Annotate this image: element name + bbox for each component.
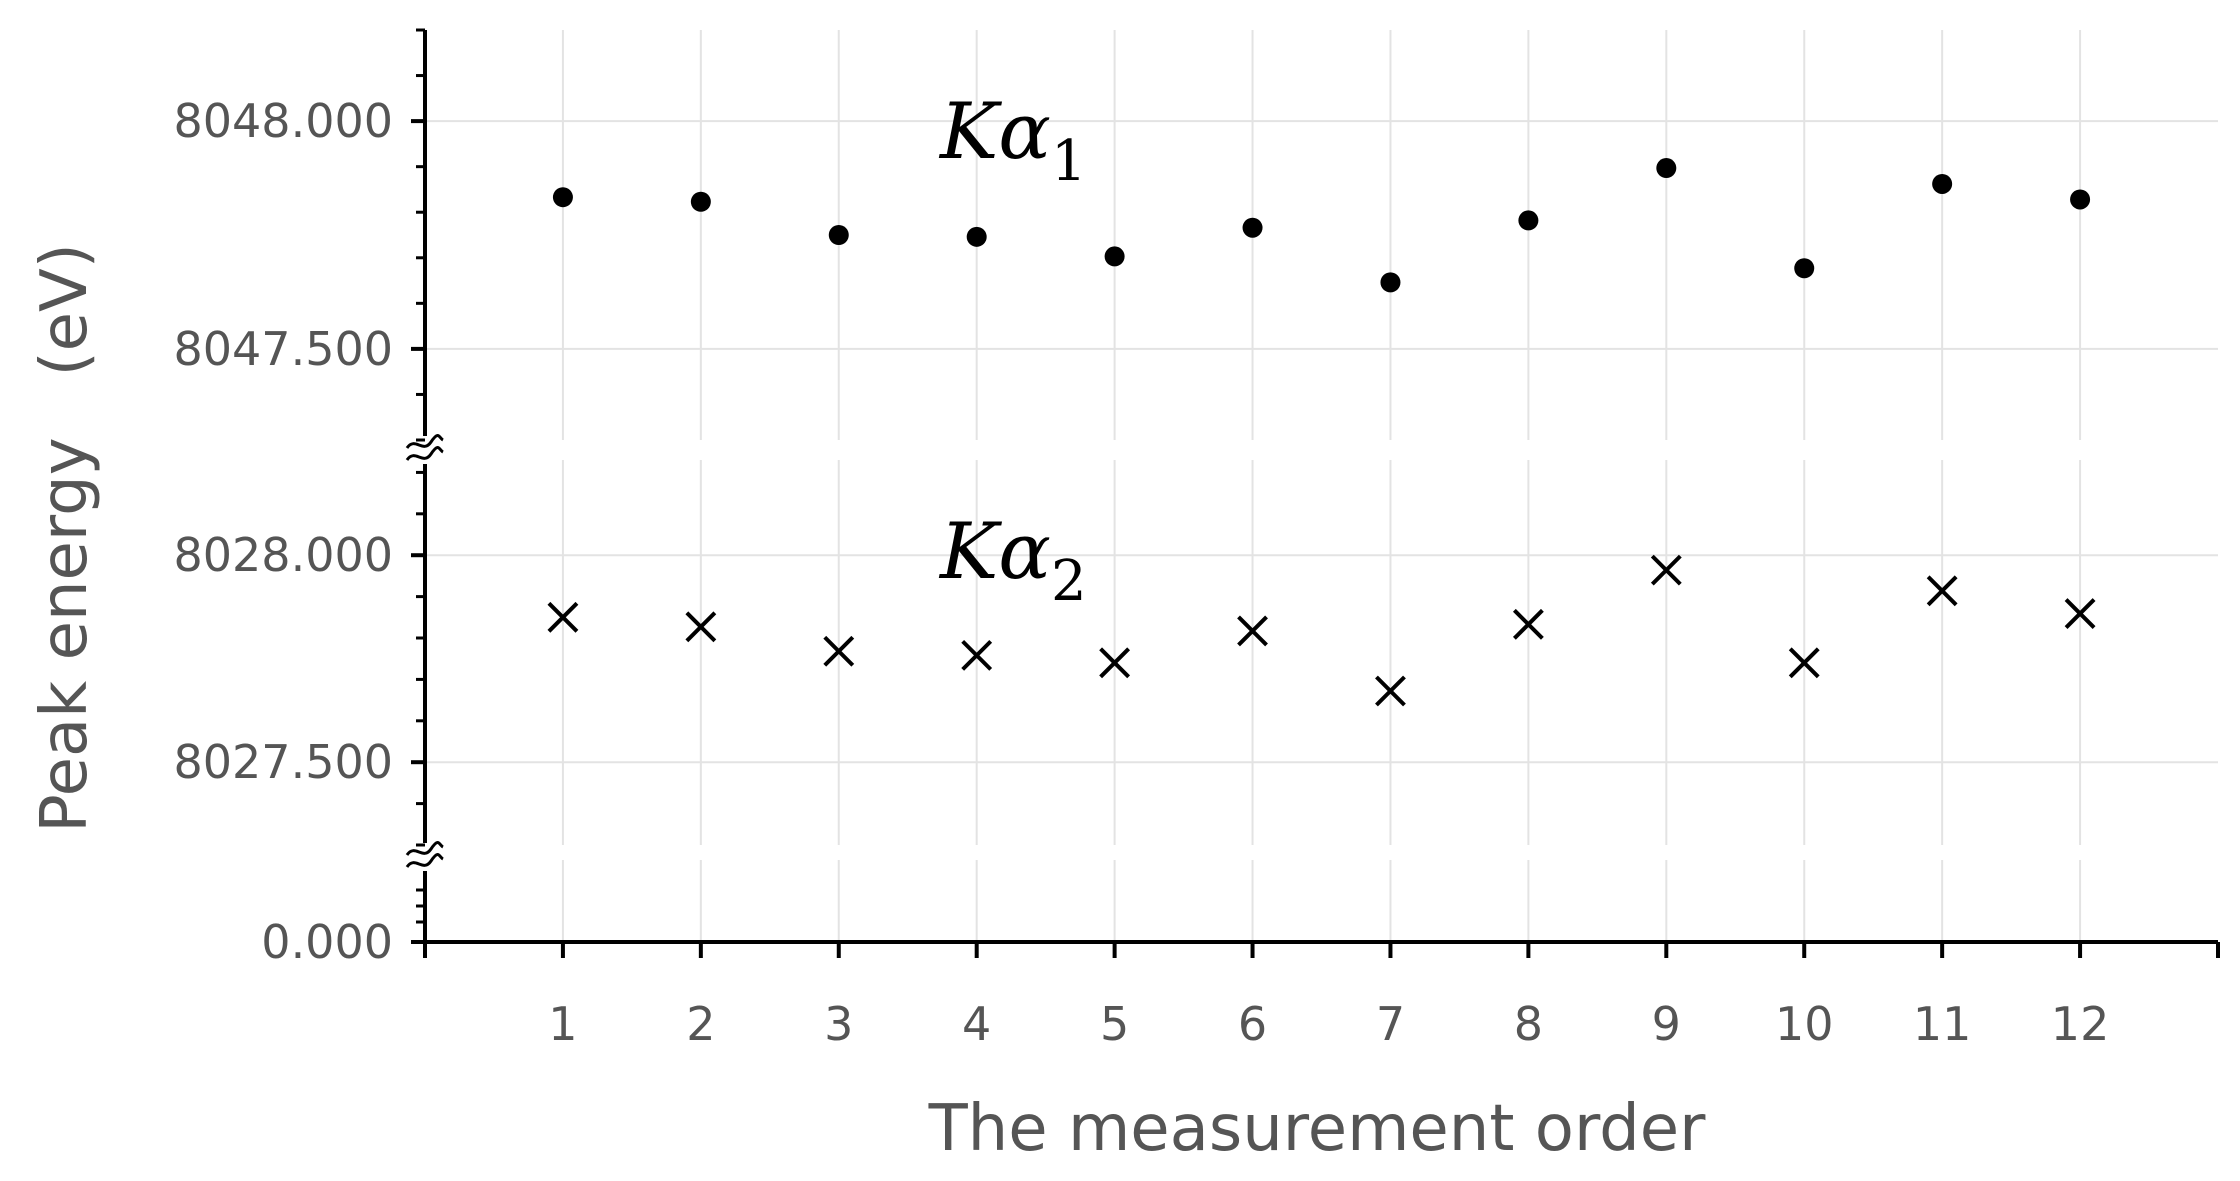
x-tick-label: 7 [1376,997,1405,1051]
data-point-x-stroke [685,611,717,643]
data-point-x [961,639,993,671]
axis-break-wave [405,434,444,449]
axis-break-wave [405,853,444,868]
data-point-x-stroke [823,635,855,667]
y-axis-title: Peak energy (eV) [28,243,102,832]
grid [425,30,2218,942]
axis-break-symbol [405,841,445,871]
data-point-dot [552,187,573,208]
data-point-x [1926,575,1958,607]
axes [405,30,2218,944]
labels: 1 2 3 4 5 6 7 8 9 10 11 12 [548,997,2109,1051]
data-point-x-stroke [2064,598,2096,630]
data-point-x [1099,647,1131,679]
series-label-main: Kα [938,87,1051,177]
series-label-k-alpha-1: Kα1 [938,87,1087,194]
data-point-x-stroke [1650,554,1682,586]
data-point-x [1237,615,1268,647]
data-point-dot [966,226,987,247]
data-point-x [547,601,579,633]
data-point-dot [690,191,711,212]
data-point-dot [1794,258,1815,279]
data-point-x [685,611,717,643]
data-point-dot [1656,158,1677,179]
data-point-x [1650,554,1682,586]
x-tick-label: 1 [548,997,577,1051]
y-tick-label: 8027.500 [174,735,394,789]
y-tick-label: 8048.000 [174,94,394,148]
axis-break-wave [405,446,444,461]
data-marks [547,158,2096,707]
x-tick-label: 6 [1238,997,1267,1051]
x-tick-label: 8 [1514,997,1543,1051]
x-tick-label: 11 [1913,997,1972,1051]
data-point-x-stroke [1788,647,1820,679]
data-point-dot [1518,210,1539,231]
axis-break-wave [405,841,444,856]
x-tick-label: 4 [962,997,991,1051]
x-tick-label: 12 [2051,997,2110,1051]
data-point-dot [828,225,849,245]
axis-break-symbol [405,434,445,464]
x-tick-label: 10 [1775,997,1834,1051]
data-point-x [1788,647,1820,679]
x-tick-label: 5 [1100,997,1129,1051]
y-tick-label: 0.000 [261,915,393,969]
data-point-x-stroke [547,601,579,633]
x-axis-title: The measurement order [928,1092,1707,1166]
data-point-x [823,635,855,667]
x-tick-label: 9 [1652,997,1681,1051]
series-label-sub: 1 [1051,129,1087,194]
data-point-x-stroke [1099,647,1131,679]
data-point-dot [1104,246,1125,267]
data-point-x-stroke [1237,615,1268,647]
data-point-x [1375,675,1406,707]
y-tick-label: 8047.500 [174,322,394,376]
data-point-x-stroke [961,639,993,671]
data-point-dot [2070,189,2091,210]
data-point-x-stroke [1926,575,1958,607]
data-point-x [1512,608,1544,640]
series-label-sub: 2 [1051,549,1087,614]
data-point-x [2064,598,2096,630]
y-tick-label: 8028.000 [174,528,394,582]
data-point-x-stroke [1375,675,1406,707]
ticks: 8047.500 8048.000 8027.500 8028.000 0.000 [174,28,2220,969]
series-label-k-alpha-2: Kα2 [938,507,1087,614]
data-point-x-stroke [1512,608,1544,640]
data-point-dot [1242,217,1263,238]
series-label-main: Kα [938,507,1051,597]
x-tick-label: 2 [686,997,715,1051]
data-point-dot [1932,173,1953,194]
data-point-dot [1380,272,1401,293]
x-tick-label: 3 [824,997,853,1051]
